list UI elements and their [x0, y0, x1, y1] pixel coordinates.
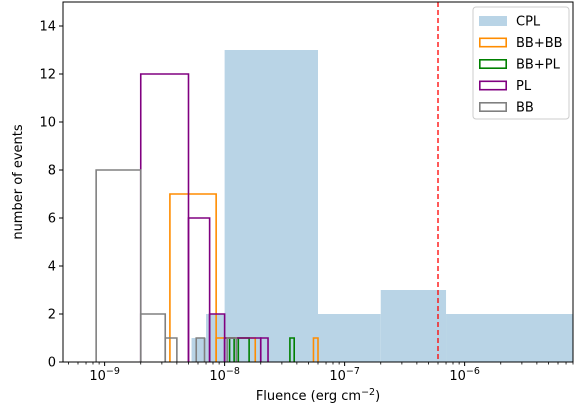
x-minor-ticks	[68, 362, 574, 365]
legend-swatch-cpl	[479, 16, 507, 26]
x-tick-label-1: 10−8	[209, 366, 240, 384]
bar-cpl-5	[446, 314, 573, 362]
step-bb-2	[164, 337, 178, 362]
x-axis-label: Fluence (erg cm−2)	[256, 387, 380, 404]
y-tick-label-5: 10	[39, 116, 56, 131]
step-pl-1	[187, 217, 211, 362]
y-tick-label-7: 14	[39, 20, 56, 35]
series-cpl	[191, 50, 573, 362]
legend-label-cpl: CPL	[516, 15, 541, 30]
y-tick-label-2: 4	[48, 260, 56, 275]
legend-swatch-bb-plus-pl	[478, 58, 507, 69]
legend-swatch-bb-plus-bb	[478, 37, 507, 48]
plot-area	[95, 2, 573, 362]
bar-cpl-2	[224, 50, 318, 362]
step-bb-plus-bb-0	[169, 193, 217, 362]
step-bb-3	[195, 337, 206, 362]
x-tick-label-3: 10−6	[449, 366, 480, 384]
clipped-marks	[95, 2, 573, 362]
step-bb-plus-pl-2	[289, 337, 295, 362]
legend-swatch-bb	[478, 102, 507, 113]
series-pl	[139, 73, 269, 362]
legend: CPL BB+BB BB+PL PL BB	[472, 6, 570, 120]
y-tick-label-3: 6	[48, 212, 56, 227]
y-tick-label-0: 0	[48, 356, 56, 371]
legend-label-bb-plus-pl: BB+PL	[516, 58, 561, 73]
x-tick-label-0: 10−9	[89, 366, 120, 384]
y-tick-label-4: 8	[48, 164, 56, 179]
y-tick-label-1: 2	[48, 308, 56, 323]
legend-label-bb-plus-bb: BB+BB	[516, 36, 563, 51]
y-axis-label: number of events	[11, 124, 26, 240]
legend-label-bb: BB	[516, 101, 534, 116]
x-tick-label-2: 10−7	[329, 366, 360, 384]
step-pl-4	[259, 337, 269, 362]
legend-swatch-pl	[478, 80, 507, 91]
step-bb-plus-bb-2	[312, 337, 319, 362]
series-bb	[95, 169, 238, 362]
bar-cpl-3	[318, 314, 381, 362]
bar-cpl-4	[380, 290, 447, 362]
step-bb-0	[95, 169, 142, 362]
axes: 0 2 4 6 8 10 12 14 10−9 10−8 10−7 10−6 Fluence (erg …	[11, 1, 574, 404]
legend-box	[472, 6, 570, 120]
bar-cpl-1	[206, 314, 225, 362]
y-tick-label-6: 12	[39, 68, 56, 83]
step-bb-4	[226, 337, 238, 362]
legend-label-pl: PL	[516, 79, 532, 94]
